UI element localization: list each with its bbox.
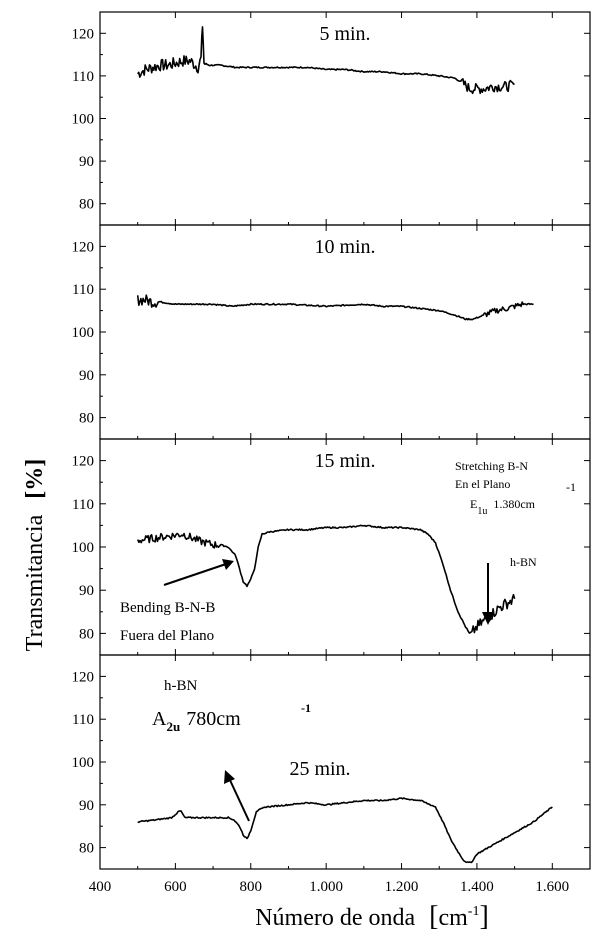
y-tick-label: 100 [72,112,95,128]
panel-title: 5 min. [319,23,370,45]
panel-4: 80 90 100 110 120 25 min. [72,654,591,870]
y-tick-label: 100 [72,755,95,771]
panel-title: 15 min. [314,450,375,472]
stretch-exp-label: -1 [566,480,576,494]
spectrum-line [137,26,515,95]
x-tick-label: 800 [240,879,263,895]
y-tick-label: 120 [72,454,95,470]
panel-title: 25 min. [289,758,350,780]
e1u-label: E1u1.380cm [470,497,536,517]
out-of-plane-label: Fuera del Plano [120,628,214,644]
y-tick-label: 120 [72,26,95,42]
panel-3: 80 90 100 110 120 15 min. [72,438,591,656]
y-tick-label: 80 [79,197,94,213]
spectrum-line [137,797,553,864]
x-axis-label: Número de onda [cm-1] [255,901,489,932]
a2u-label: A2u 780cm [152,708,241,734]
x-tick-label: 1.200 [385,879,419,895]
x-tick-label: 400 [89,879,112,895]
y-tick-label: 80 [79,411,94,427]
panel-1: 80 90 100 110 120 5 min. [72,11,591,226]
bending-arrow [163,563,227,586]
y-tick-label: 80 [79,841,94,857]
a2u-exp-label: -1 [301,701,311,715]
hbn-arrowhead-panel3 [482,612,494,625]
spectrum-line [136,524,516,634]
panel4-annotations: h-BN A2u 780cm -1 [152,678,311,822]
y-tick-label: 90 [79,154,94,170]
x-tick-label: 1.000 [309,879,343,895]
y-tick-label: 90 [79,368,94,384]
x-tick-label: 1.400 [460,879,494,895]
a2u-arrowhead [224,770,235,784]
y-tick-label: 120 [72,669,95,685]
y-tick-label: 100 [72,540,95,556]
a2u-arrow [228,777,250,822]
y-tick-label: 90 [79,798,94,814]
hbn-label-panel4: h-BN [164,678,198,694]
y-tick-label: 120 [72,239,95,255]
bending-label: Bending B-N-B [120,600,215,616]
y-tick-label: 110 [72,282,94,298]
y-axis-label: Transmitancia [%] [22,459,48,651]
x-tick-labels: 400 600 800 1.000 1.200 1.400 1.600 [89,879,569,895]
panel-2: 80 90 100 110 120 10 min. [72,224,591,440]
y-tick-label: 110 [72,497,94,513]
bending-arrowhead [222,559,234,570]
y-tick-label: 100 [72,325,95,341]
y-tick-label: 90 [79,583,94,599]
hbn-label-panel3: h-BN [510,555,537,569]
y-tick-label: 110 [72,712,94,728]
y-tick-label: 110 [72,69,94,85]
x-tick-label: 1.600 [535,879,569,895]
spectrum-line [136,294,534,321]
panel-title: 10 min. [314,236,375,258]
y-tick-label: 80 [79,626,94,642]
stretching-label: Stretching B-N [455,459,528,473]
in-plane-label: En el Plano [455,477,510,491]
x-tick-label: 600 [164,879,187,895]
panel3-annotations: Stretching B-N En el Plano E1u1.380cm -1… [120,459,576,644]
